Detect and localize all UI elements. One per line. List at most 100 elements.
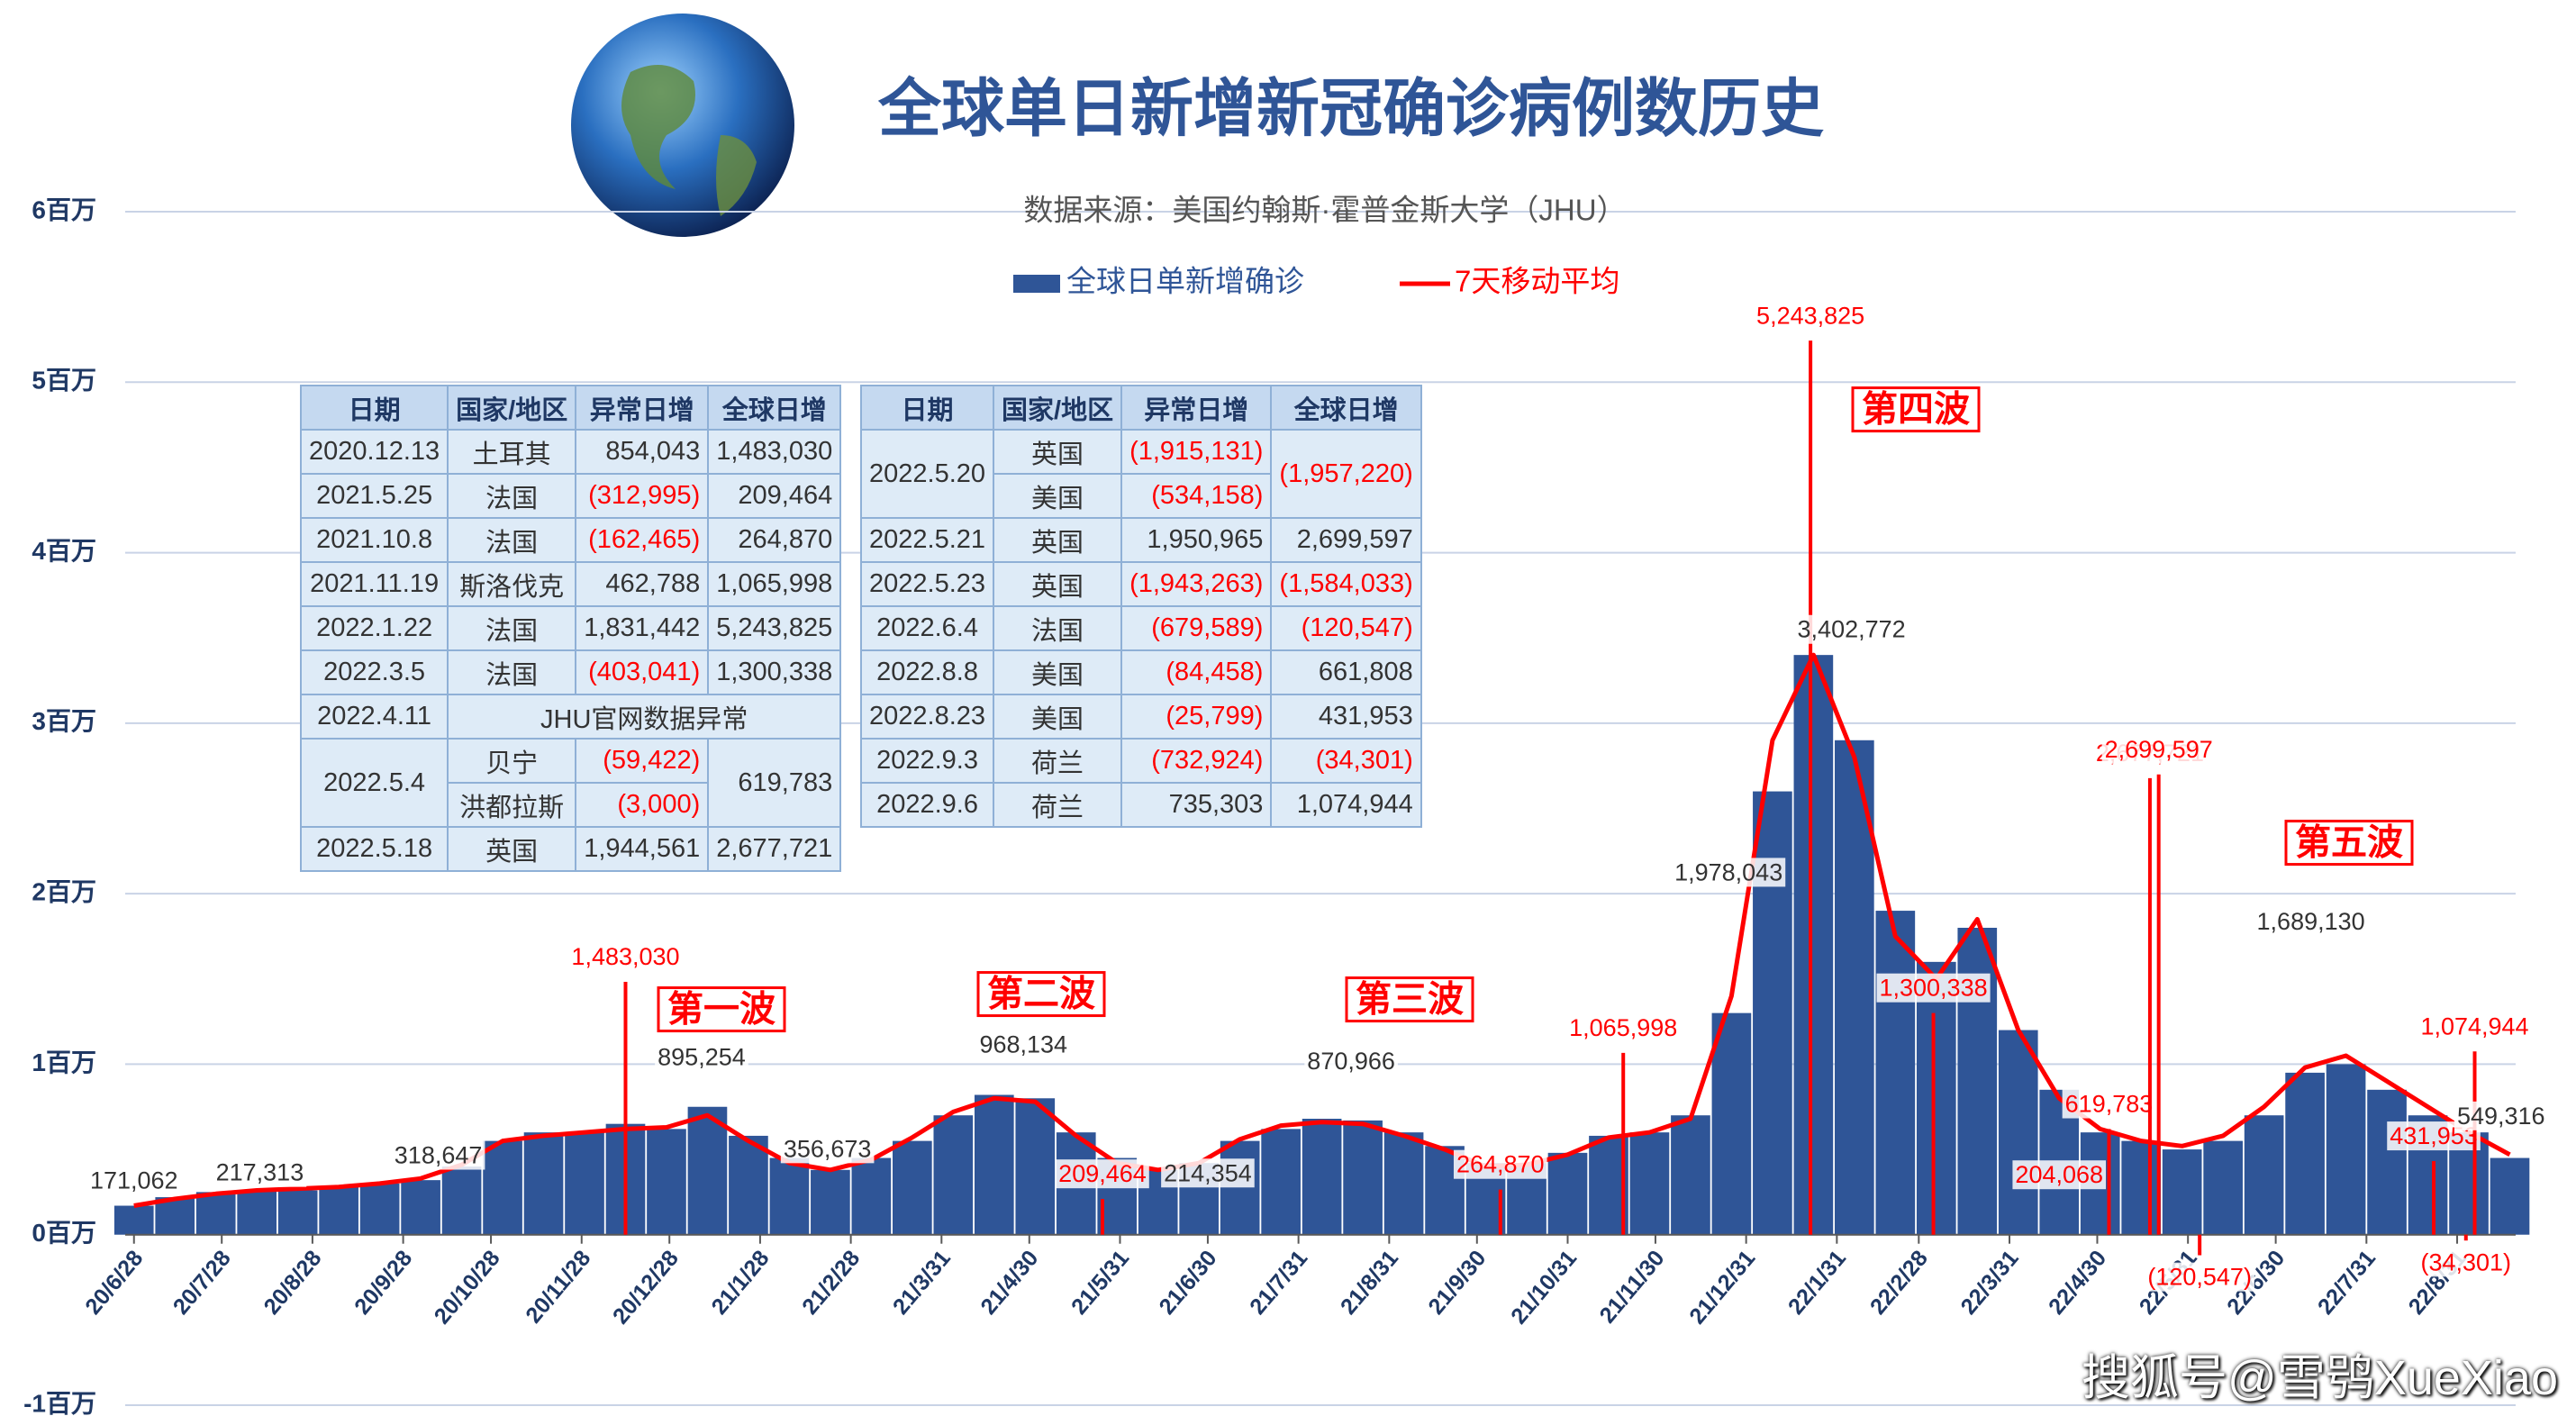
wave-label-box [657,986,786,1033]
data-label-bg [1304,1046,1398,1076]
data-label: (34,301) [2420,1248,2511,1275]
data-label: 1,065,998 [1569,1014,1677,1041]
bar [974,1094,1014,1235]
x-tick-label: 20/8/28 [259,1246,326,1320]
x-tick-label: 20/11/28 [521,1246,595,1329]
data-label-bg [1566,1013,1681,1043]
bar [113,1205,154,1235]
data-label: 1,300,338 [1879,975,1987,1002]
data-label-bg [2012,1160,2107,1190]
globe-land [621,65,695,189]
table-cell: 洪都拉斯 [447,782,577,828]
data-label-bg [780,1134,875,1164]
table-header-cell: 日期 [859,385,995,431]
table-cell: 2,677,721 [707,826,842,872]
table-row: 洪都拉斯 (3,000) [301,782,840,828]
data-label-bg [568,942,683,972]
x-tick-label: 20/7/28 [168,1246,236,1320]
data-label-bg [391,1140,485,1170]
bar [1547,1152,1588,1235]
table-header-cell: 国家/地区 [447,385,577,431]
table-cell: 1,944,561 [575,826,710,872]
table-row: 2022.8.23 美国 (25,799) 431,953 [859,694,1422,740]
bar [933,1115,974,1235]
table-cell: (120,547) [1270,605,1422,651]
table-cell: 荷兰 [993,738,1123,784]
bar [359,1183,400,1235]
bar [729,1135,768,1235]
x-tick-label: 21/5/31 [1066,1246,1134,1320]
table-row: 2022.5.20 英国 (1,915,131) (1,957,220) [859,429,1422,519]
data-label: 318,647 [395,1142,483,1169]
data-label-bg [2101,734,2216,764]
data-label: 2,699,597 [2105,736,2213,763]
table-cell: (1,915,131) [1120,429,1273,475]
chart-title: 全球单日新增新冠确诊病例数历史 [877,73,1824,143]
bar [237,1190,277,1235]
table-cell: 英国 [447,826,577,872]
table-header-cell: 异常日增 [575,385,710,431]
table-cell: 1,950,965 [1120,517,1273,563]
bar [1261,1129,1301,1235]
bar [769,1157,810,1235]
table-cell: (84,458) [1120,649,1273,695]
bar [1383,1132,1424,1235]
data-label: 895,254 [658,1043,746,1070]
x-tick-label: 22/4/30 [2044,1246,2111,1320]
table-row: 2022.5.21 英国 1,950,965 2,699,597 [859,517,1422,563]
legend-swatch [1013,275,1060,293]
data-label-bg [1161,1158,1255,1188]
table-cell: 2022.8.8 [859,649,995,695]
table-row: 2022.5.18 英国 1,944,561 2,677,721 [299,826,842,872]
table-cell: 2,699,597 [1270,517,1422,563]
table-cell: (312,995) [575,473,710,519]
bar [195,1192,236,1235]
x-tick-label: 21/3/31 [888,1246,956,1320]
bar [2367,1089,2407,1235]
table-header-cell: 全球日增 [1270,385,1422,431]
legend-label: 全球日单新增确诊 [1066,265,1304,298]
table-cell: 209,464 [707,473,842,519]
bar [2121,1140,2162,1235]
data-label: 1,483,030 [571,943,679,970]
table-row: 2022.1.22 法国 1,831,442 5,243,825 [299,605,842,651]
wave-label: 第五波 [2295,823,2403,863]
table-row: 2022.9.6 荷兰 735,303 1,074,944 [859,782,1422,828]
table-header-row: 日期 国家/地区 异常日增 全球日增 [859,385,1422,431]
data-label-bg [2417,1012,2532,1041]
bar [2203,1140,2243,1235]
table-cell: (403,041) [575,649,710,695]
bar [2244,1115,2284,1235]
table-cell: (679,589) [1120,605,1273,651]
data-label: 870,966 [1307,1048,1395,1075]
bar [441,1166,482,1235]
bar [1793,655,1834,1235]
table-cell: 贝宁 [447,738,577,784]
bar [1671,1115,1710,1235]
bar [1629,1132,1670,1235]
y-tick-label: -1百万 [23,1389,96,1416]
table-cell: 462,788 [575,561,710,607]
table-row: 2021.10.8 法国 (162,465) 264,870 [299,517,842,563]
bar [1998,1030,2038,1235]
data-label: 3,402,772 [1798,616,1906,643]
legend-label: 7天移动平均 [1455,265,1619,298]
table-row: 2022.3.5 法国 (403,041) 1,300,338 [299,649,842,695]
bar [2285,1072,2325,1235]
bar [2326,1064,2366,1235]
table-cell: 2021.10.8 [299,517,449,563]
wave-label-box [1851,386,1981,433]
data-label: 214,354 [1164,1159,1252,1186]
data-label-bg [2145,1262,2254,1292]
x-tick-label: 22/3/31 [1956,1246,2024,1320]
x-tick-label: 21/10/31 [1506,1246,1582,1330]
table-row: 2022.6.4 法国 (679,589) (120,547) [859,605,1422,651]
globe-land [716,135,757,216]
table-cell: 2022.5.23 [859,561,995,607]
x-tick-label: 21/1/28 [707,1246,775,1320]
table-cell: 2020.12.13 [299,429,449,475]
bar [277,1190,318,1235]
table-cell: 美国 [993,473,1123,519]
table-header-cell: 全球日增 [707,385,842,431]
table-cell: (1,584,033) [1270,561,1422,607]
